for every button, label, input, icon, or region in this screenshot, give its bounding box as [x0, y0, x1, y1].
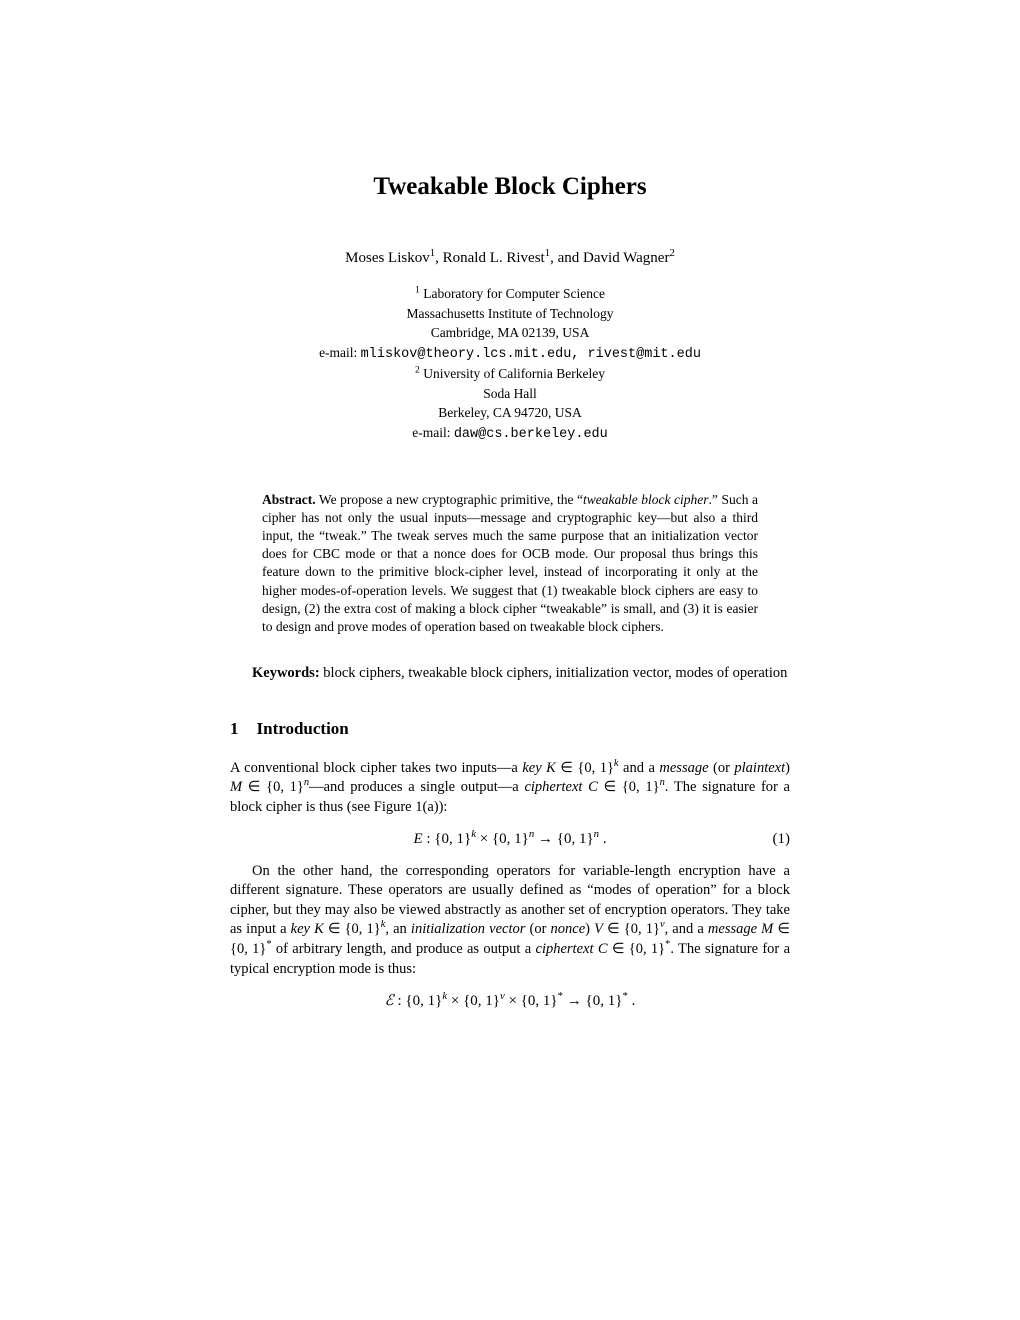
p2-K: K	[314, 921, 324, 937]
author-sep-1: ,	[435, 250, 443, 266]
intro-para-2: On the other hand, the corresponding ope…	[230, 862, 790, 979]
affiliations: 1 Laboratory for Computer Science Massac…	[230, 284, 790, 445]
p2-message: message	[708, 921, 757, 937]
author-1: Moses Liskov	[345, 250, 430, 266]
aff2-email: daw@cs.berkeley.edu	[454, 427, 608, 442]
abstract-block: Abstract. We propose a new cryptographic…	[262, 491, 758, 637]
p1-t1: A conventional block cipher takes two in…	[230, 760, 522, 776]
p2-V: V	[594, 921, 603, 937]
author-3: David Wagner	[583, 250, 669, 266]
p1-t5a: )	[785, 760, 790, 776]
section-1-title: Introduction	[257, 719, 349, 738]
aff1-line2: Massachusetts Institute of Technology	[407, 306, 614, 321]
eq1-number: (1)	[773, 829, 791, 849]
equation-2: ℰ : {0, 1}k × {0, 1}v × {0, 1}* → {0, 1}…	[230, 991, 790, 1011]
aff2-email-prefix: e-mail:	[412, 425, 454, 440]
section-1-header: 1 Introduction	[230, 718, 790, 741]
p2-ciphertext: ciphertext	[536, 941, 594, 957]
p1-t5: ∈ {0, 1}	[242, 779, 304, 795]
p1-t6: —and produces a single output—a	[309, 779, 524, 795]
p1-plaintext: plaintext	[734, 760, 785, 776]
p2-t2: ∈ {0, 1}	[324, 921, 381, 937]
intro-para-1: A conventional block cipher takes two in…	[230, 759, 790, 818]
abstract-text-1: We propose a new cryptographic primitive…	[316, 492, 583, 507]
p2-t5: ∈ {0, 1}	[603, 921, 660, 937]
p1-t7: ∈ {0, 1}	[598, 779, 660, 795]
abstract-text-2: .” Such a cipher has not only the usual …	[262, 492, 758, 635]
paper-title: Tweakable Block Ciphers	[230, 170, 790, 204]
author-sep-2: , and	[550, 250, 583, 266]
aff2-line3: Berkeley, CA 94720, USA	[438, 405, 582, 420]
aff2-line2: Soda Hall	[483, 386, 537, 401]
aff1-line3: Cambridge, MA 02139, USA	[431, 325, 590, 340]
keywords-block: Keywords: block ciphers, tweakable block…	[230, 664, 790, 684]
p1-t4: (or	[709, 760, 735, 776]
aff1-email-prefix: e-mail:	[319, 345, 361, 360]
p2-t5a: )	[585, 921, 594, 937]
eq1-text: E : {0, 1}k × {0, 1}n → {0, 1}n .	[413, 831, 606, 847]
p1-ciphertext: ciphertext	[524, 779, 582, 795]
abstract-italic-term: tweakable block cipher	[583, 492, 709, 507]
aff2-line1: University of California Berkeley	[423, 366, 605, 381]
p2-iv: initialization vector	[411, 921, 525, 937]
aff1-email: mliskov@theory.lcs.mit.edu, rivest@mit.e…	[361, 347, 701, 362]
keywords-label: Keywords:	[252, 665, 320, 681]
aff1-mark: 1	[415, 285, 420, 296]
p1-t2: K	[542, 760, 556, 776]
p2-C: C	[598, 941, 608, 957]
p2-t4: (or	[525, 921, 550, 937]
p1-C: C	[588, 779, 598, 795]
p2-M: M	[761, 921, 773, 937]
author-2: Ronald L. Rivest	[443, 250, 545, 266]
p1-key: key	[522, 760, 541, 776]
p2-t3: , an	[385, 921, 411, 937]
p2-nonce: nonce	[551, 921, 586, 937]
p1-t3: and a	[619, 760, 660, 776]
p1-M: M	[230, 779, 242, 795]
p1-message: message	[659, 760, 708, 776]
equation-1: E : {0, 1}k × {0, 1}n → {0, 1}n . (1)	[230, 829, 790, 849]
p2-t6: , and a	[665, 921, 708, 937]
p2-t9: ∈ {0, 1}	[608, 941, 666, 957]
p2-key: key	[291, 921, 310, 937]
eq2-text: ℰ : {0, 1}k × {0, 1}v × {0, 1}* → {0, 1}…	[385, 993, 636, 1009]
author-3-mark: 2	[669, 247, 674, 259]
authors-line: Moses Liskov1, Ronald L. Rivest1, and Da…	[230, 248, 790, 268]
section-1-number: 1	[230, 718, 239, 741]
aff2-mark: 2	[415, 365, 420, 376]
p2-t8: of arbitrary length, and produce as outp…	[272, 941, 536, 957]
aff1-line1: Laboratory for Computer Science	[423, 286, 605, 301]
abstract-label: Abstract.	[262, 492, 316, 507]
keywords-text: block ciphers, tweakable block ciphers, …	[320, 665, 788, 681]
p1-t2b: ∈ {0, 1}	[556, 760, 614, 776]
